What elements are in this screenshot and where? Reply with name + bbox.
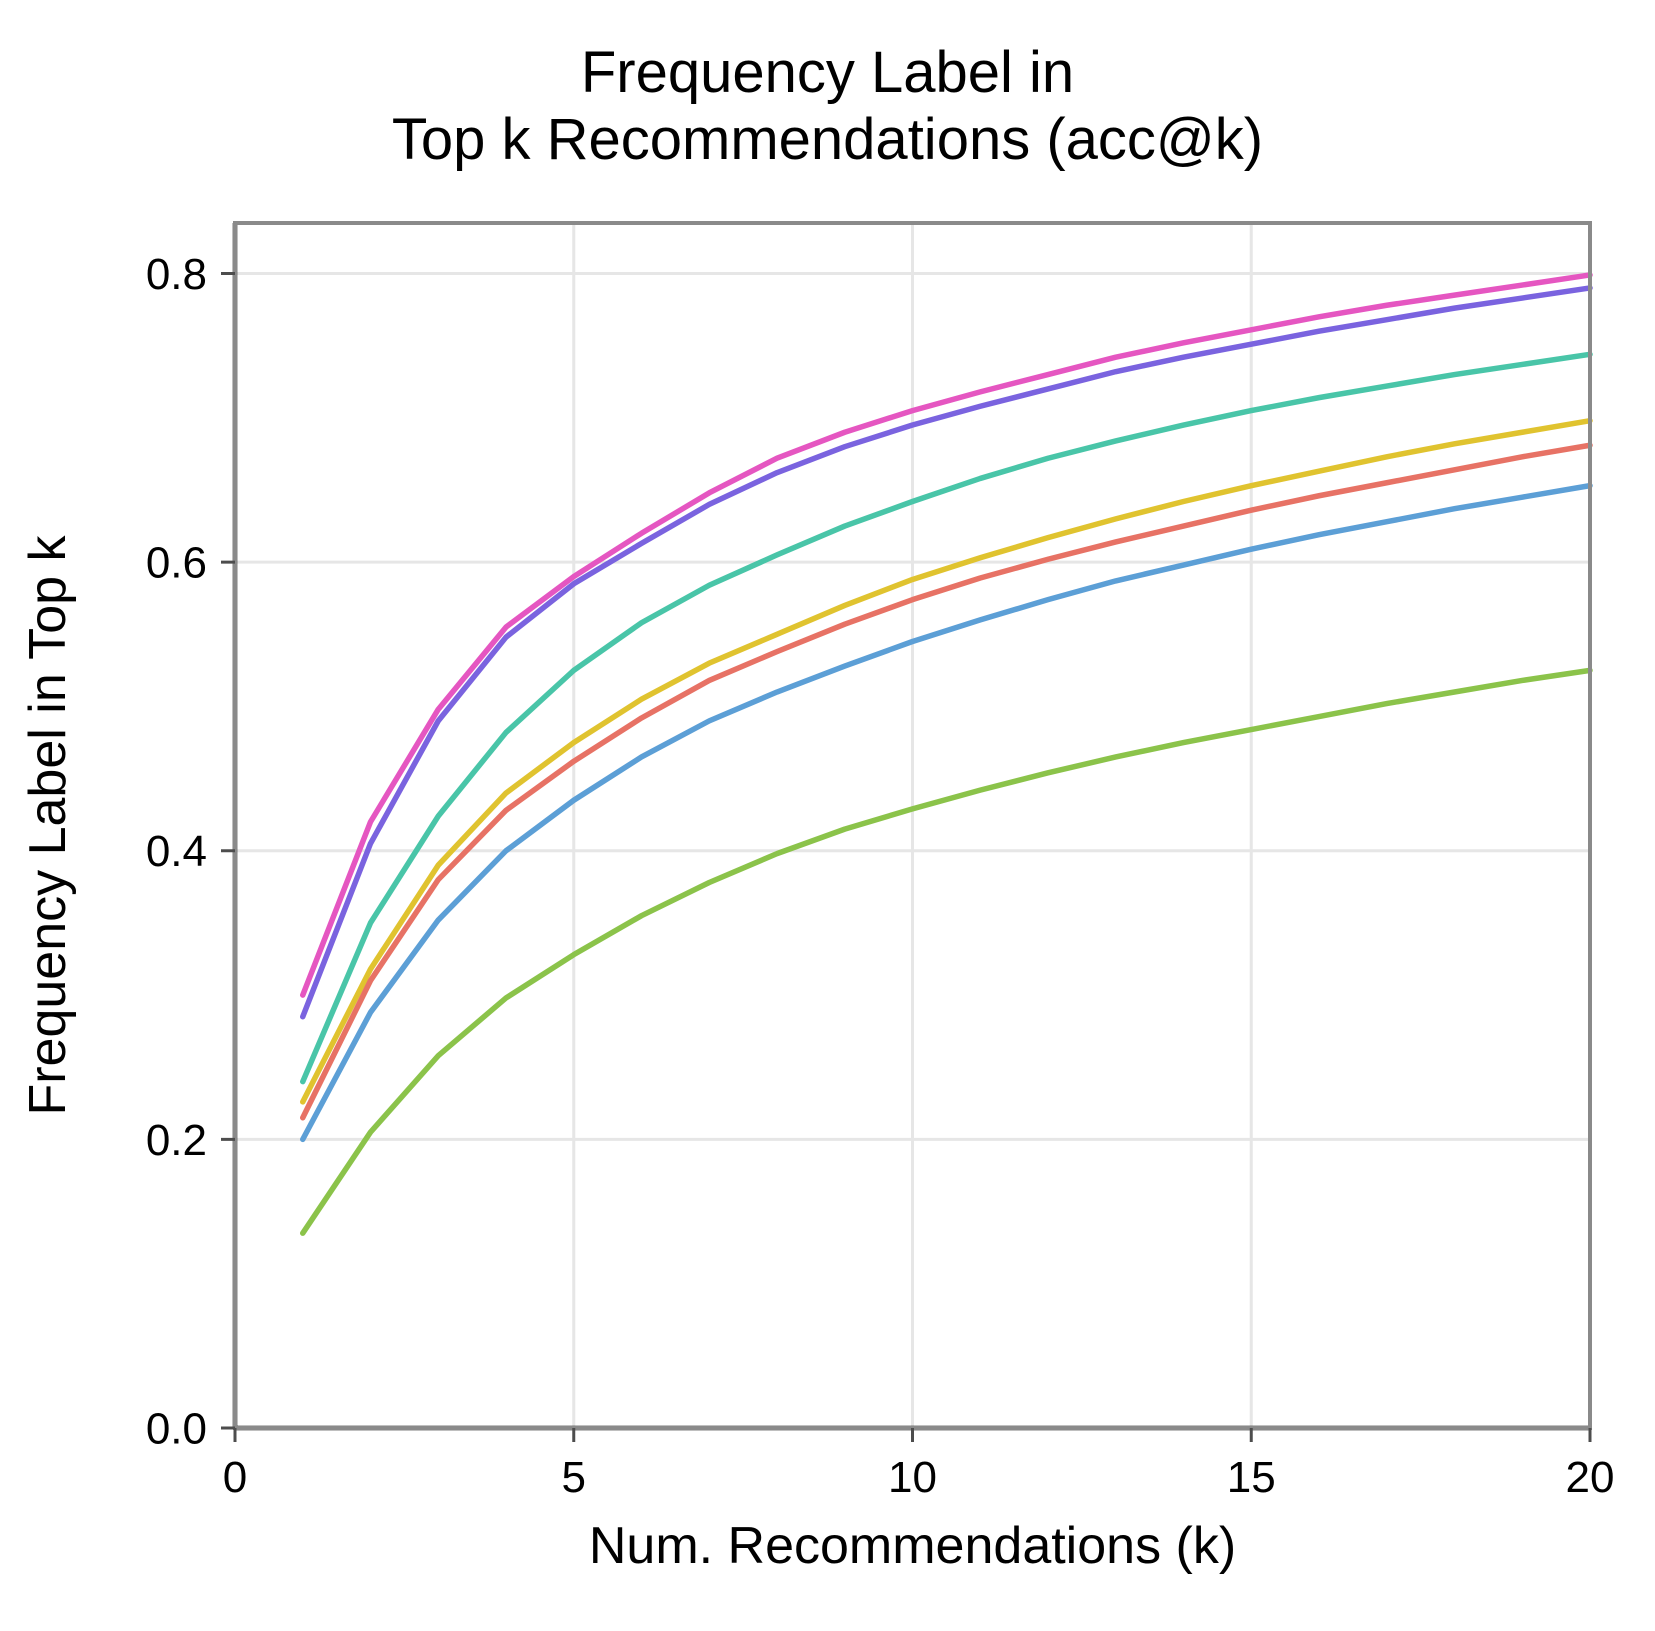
xtick-label: 20 bbox=[1566, 1453, 1615, 1502]
ytick-label: 0.0 bbox=[146, 1405, 207, 1454]
y-axis-label: Frequency Label in Top k bbox=[19, 535, 77, 1116]
x-axis-label: Num. Recommendations (k) bbox=[589, 1517, 1236, 1575]
xtick-label: 5 bbox=[562, 1453, 586, 1502]
ytick-label: 0.4 bbox=[146, 828, 207, 877]
xtick-label: 15 bbox=[1227, 1453, 1276, 1502]
ytick-label: 0.2 bbox=[146, 1116, 207, 1165]
ytick-label: 0.6 bbox=[146, 539, 207, 588]
chart-title: Frequency Label in Top k Recommendations… bbox=[0, 40, 1655, 173]
ytick-label: 0.8 bbox=[146, 250, 207, 299]
plot-container: 0 5 10 15 20 0.0 0.2 0.4 0.6 0.8 Num. Recommendati… bbox=[0, 193, 1655, 1628]
xtick-label: 10 bbox=[888, 1453, 937, 1502]
chart-title-line1: Frequency Label in bbox=[0, 40, 1655, 107]
xtick-label: 0 bbox=[223, 1453, 247, 1502]
chart-title-line2: Top k Recommendations (acc@k) bbox=[0, 107, 1655, 174]
chart-container: Frequency Label in Top k Recommendations… bbox=[0, 0, 1655, 1631]
plot-svg: 0 5 10 15 20 0.0 0.2 0.4 0.6 0.8 Num. Recommendati… bbox=[0, 193, 1655, 1623]
